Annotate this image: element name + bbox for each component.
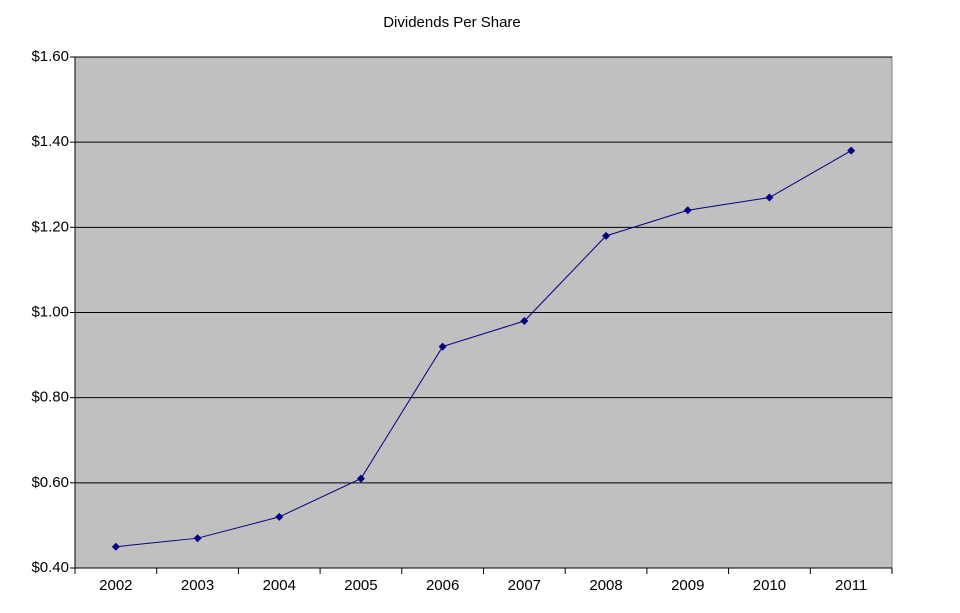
data-point (438, 342, 447, 351)
x-tick-label: 2004 (263, 577, 296, 594)
y-tick-label: $1.20 (31, 218, 69, 235)
data-line (115, 150, 852, 548)
data-point (847, 146, 856, 155)
chart-title: Dividends Per Share (383, 14, 521, 31)
y-tick-label: $1.00 (31, 303, 69, 320)
x-tick-label: 2003 (181, 577, 214, 594)
x-tick-label: 2007 (508, 577, 541, 594)
x-tick-label: 2009 (671, 577, 704, 594)
y-tick-label: $0.60 (31, 474, 69, 491)
y-tick-label: $1.40 (31, 133, 69, 150)
y-tick-label: $0.40 (31, 559, 69, 576)
data-point (193, 534, 202, 543)
y-tick-label: $1.60 (31, 48, 69, 65)
data-point (602, 231, 611, 240)
x-tick-label: 2011 (835, 577, 867, 594)
data-point (111, 542, 120, 551)
y-tick-label: $0.80 (31, 389, 69, 406)
data-point (520, 317, 529, 326)
data-point (275, 512, 284, 521)
x-tick-label: 2005 (344, 577, 377, 594)
x-tick-label: 2010 (753, 577, 786, 594)
x-tick-label: 2006 (426, 577, 459, 594)
x-tick-label: 2008 (589, 577, 622, 594)
data-point (683, 206, 692, 215)
x-tick-label: 2002 (99, 577, 132, 594)
data-point (356, 474, 365, 483)
data-point (765, 193, 774, 202)
